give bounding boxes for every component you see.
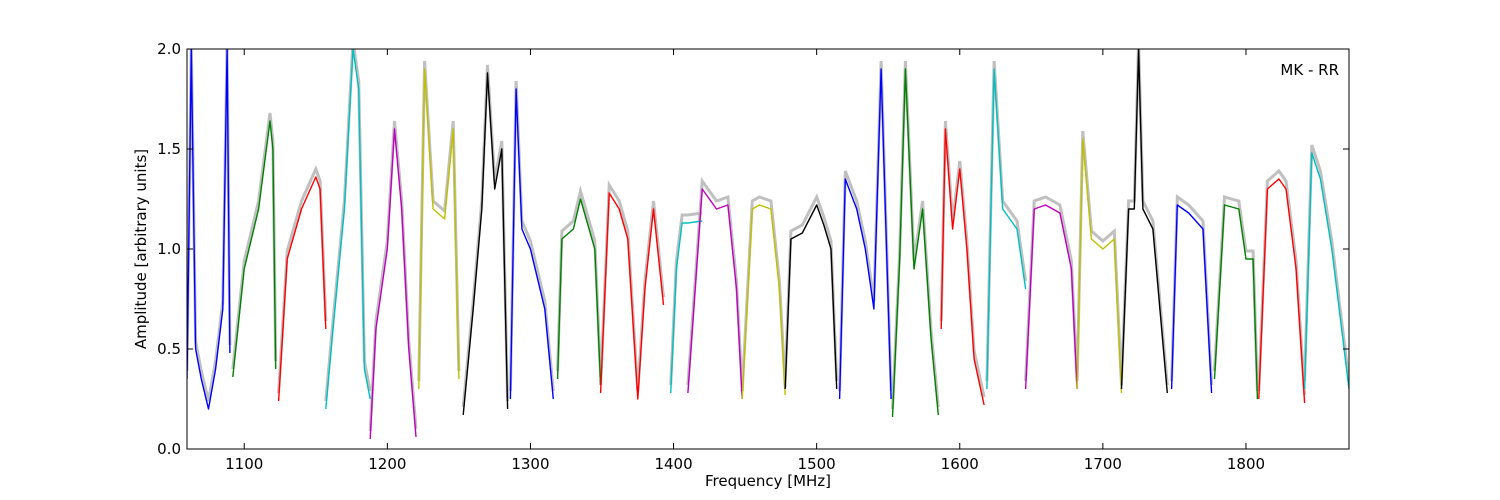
- ticks-layer: 1100 1200 1300 1400 1500 1600 1700 1800 0.0 0.5 1.…: [157, 40, 1349, 473]
- series-layer: [187, 49, 1349, 440]
- y-tick-label: 1.5: [157, 140, 181, 158]
- station-annotation: MK - RR: [1280, 61, 1339, 79]
- subband-line-6: [418, 68, 460, 390]
- y-tick-label: 1.0: [157, 240, 181, 258]
- subband-line-25: [1303, 152, 1349, 390]
- y-tick-label: 0.5: [157, 340, 181, 358]
- subband-line-19: [1024, 204, 1078, 390]
- subband-line-23: [1213, 204, 1259, 400]
- subband-line-8: [509, 88, 554, 400]
- y-tick-label: 0.0: [157, 440, 181, 458]
- subband-line-18: [986, 68, 1027, 390]
- subband-line-20: [1076, 138, 1123, 394]
- subband-line-13: [741, 204, 786, 400]
- x-axis-label: Frequency [MHz]: [705, 472, 831, 490]
- subband-line-16: [891, 68, 939, 418]
- subband-line-11: [670, 220, 703, 394]
- x-tick-label: 1300: [511, 455, 549, 473]
- background-envelope-14: [783, 193, 839, 382]
- subband-line-17: [940, 128, 985, 406]
- subband-line-9: [556, 198, 602, 386]
- x-tick-label: 1700: [1084, 455, 1122, 473]
- subband-line-14: [784, 204, 838, 390]
- subband-line-12: [687, 188, 743, 400]
- background-envelope-15: [838, 60, 893, 392]
- subband-line-2: [232, 120, 277, 378]
- x-tick-label: 1100: [225, 455, 263, 473]
- subband-line-4: [325, 49, 371, 410]
- subband-line-10: [599, 192, 665, 400]
- y-axis-label: Amplitude [arbitrary units]: [132, 149, 150, 349]
- subband-line-7: [462, 72, 509, 416]
- x-tick-label: 1500: [798, 455, 836, 473]
- subband-line-24: [1258, 178, 1306, 404]
- subband-line-5: [369, 128, 417, 440]
- subband-line-21: [1120, 49, 1168, 394]
- subband-line-3: [277, 176, 327, 402]
- background-envelope-21: [1120, 49, 1169, 386]
- x-tick-label: 1600: [941, 455, 979, 473]
- x-tick-label: 1200: [368, 455, 406, 473]
- x-tick-label: 1800: [1227, 455, 1265, 473]
- y-tick-label: 2.0: [157, 40, 181, 58]
- x-tick-label: 1400: [654, 455, 692, 473]
- subband-line-15: [838, 68, 892, 400]
- subband-line-22: [1170, 204, 1213, 394]
